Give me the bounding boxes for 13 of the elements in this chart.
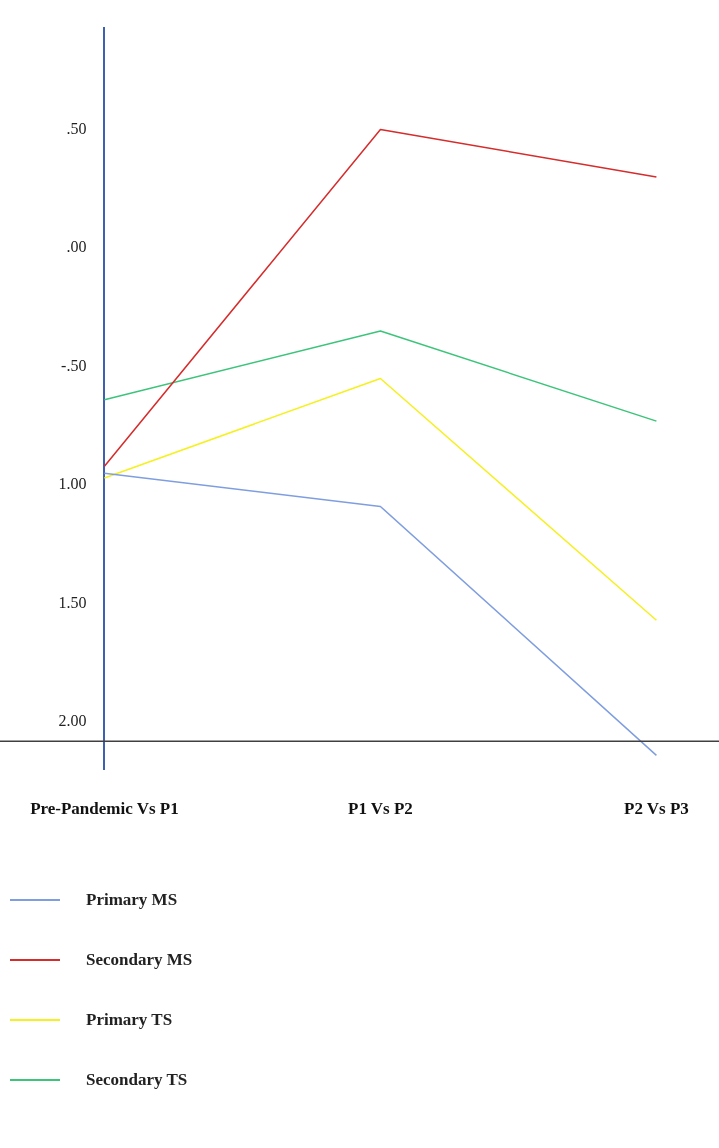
x-tick-label: Pre-Pandemic Vs P1 bbox=[30, 799, 179, 819]
legend-label: Secondary TS bbox=[86, 1070, 188, 1090]
y-tick-label: 1.00 bbox=[58, 475, 87, 493]
y-tick-label: .00 bbox=[66, 238, 87, 256]
legend-label: Primary TS bbox=[86, 1010, 173, 1030]
y-tick-label: 1.50 bbox=[58, 593, 87, 611]
y-tick-label: .50 bbox=[66, 119, 87, 137]
legend-label: Primary MS bbox=[86, 890, 178, 910]
legend-label: Secondary MS bbox=[86, 950, 193, 970]
y-tick-label: -.50 bbox=[61, 356, 87, 374]
x-tick-label: P2 Vs P3 bbox=[623, 799, 689, 819]
x-tick-label: P1 Vs P2 bbox=[348, 799, 413, 819]
y-tick-label: 2.00 bbox=[58, 712, 87, 730]
